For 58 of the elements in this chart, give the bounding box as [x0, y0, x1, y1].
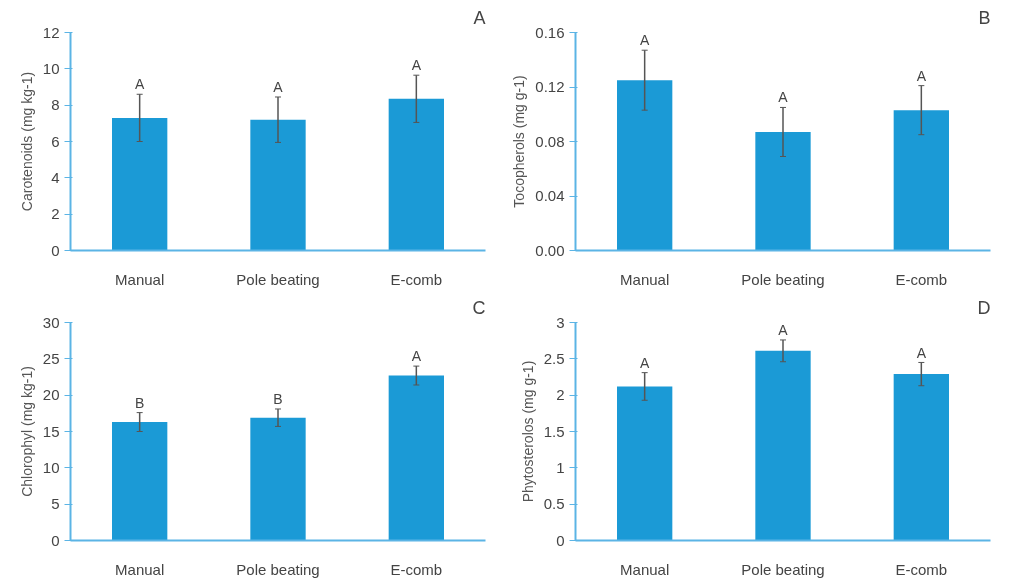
y-tick-label: 12 — [42, 23, 60, 41]
annotation: A — [778, 321, 789, 338]
annotation: A — [411, 57, 422, 74]
x-tick-label: Pole beating — [741, 560, 825, 578]
annotation: A — [778, 89, 789, 106]
y-tick-label: 2 — [556, 386, 565, 404]
annotation: A — [916, 345, 927, 362]
annotation: A — [916, 67, 927, 84]
y-tick-label: 0 — [556, 531, 565, 549]
x-tick-label: E-comb — [895, 560, 948, 578]
y-tick-label: 25 — [42, 349, 60, 367]
y-tick-label: 10 — [42, 59, 60, 77]
y-tick-label: 3 — [556, 313, 565, 331]
y-tick-label: 5 — [51, 495, 60, 513]
y-axis-title: Carotenoids (mg kg-1) — [18, 71, 35, 212]
annotation: B — [135, 394, 145, 411]
y-tick-label: 8 — [51, 96, 60, 114]
x-tick-label: Manual — [620, 270, 670, 288]
y-axis-title: Chlorophyl (mg kg-1) — [18, 366, 35, 497]
annotation: A — [640, 354, 650, 371]
x-tick-label: E-comb — [390, 560, 443, 578]
y-tick-label: 10 — [42, 458, 60, 476]
x-tick-label: Manual — [620, 560, 670, 578]
annotation: A — [640, 32, 650, 49]
chart-title: A — [473, 7, 486, 28]
annotation: A — [273, 78, 284, 95]
y-tick-label: 2.5 — [543, 349, 565, 367]
annotation: A — [411, 348, 422, 365]
x-tick-label: Manual — [115, 270, 165, 288]
y-tick-label: 0.00 — [535, 241, 565, 259]
y-axis-title: Tocopherols (mg g-1) — [511, 75, 528, 208]
y-tick-label: 1 — [556, 458, 565, 476]
chart-title: D — [977, 297, 991, 318]
y-tick-label: 20 — [42, 386, 60, 404]
x-tick-label: E-comb — [390, 270, 443, 288]
y-tick-label: 2 — [51, 205, 60, 223]
y-tick-label: 1.5 — [543, 422, 565, 440]
x-tick-label: Pole beating — [236, 560, 320, 578]
annotation: B — [273, 390, 283, 407]
y-tick-label: 0 — [51, 531, 60, 549]
y-tick-label: 0.16 — [535, 23, 565, 41]
x-tick-label: Pole beating — [236, 270, 320, 288]
y-tick-label: 6 — [51, 132, 60, 150]
y-tick-label: 4 — [51, 168, 60, 186]
y-axis-title: Phytosterolos (mg g-1) — [519, 360, 536, 503]
y-tick-label: 0 — [51, 241, 60, 259]
x-tick-label: Manual — [115, 560, 165, 578]
x-tick-label: E-comb — [895, 270, 948, 288]
annotation: A — [135, 76, 145, 93]
y-tick-label: 30 — [42, 313, 60, 331]
chart-title: C — [472, 297, 486, 318]
x-tick-label: Pole beating — [741, 270, 825, 288]
y-tick-label: 0.04 — [535, 187, 565, 204]
y-tick-label: 0.5 — [543, 495, 565, 513]
y-tick-label: 15 — [42, 422, 60, 440]
y-tick-label: 0.12 — [535, 78, 565, 95]
y-tick-label: 0.08 — [535, 132, 565, 150]
chart-title: B — [978, 7, 991, 28]
